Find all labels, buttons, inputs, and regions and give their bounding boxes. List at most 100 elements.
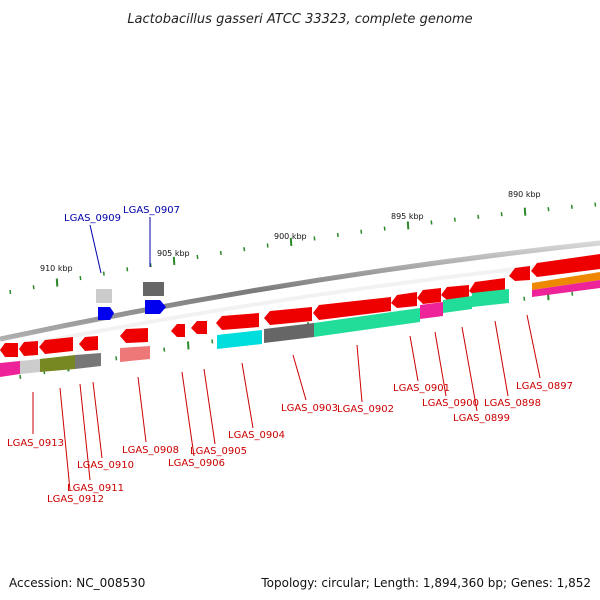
leader-lgas-0897 (526, 314, 541, 379)
gene-label-lgas-0908[interactable]: LGAS_0908 (122, 445, 179, 456)
outer-tick (406, 221, 410, 230)
outer-tick (570, 204, 573, 209)
leader-lgas-0900 (434, 331, 447, 397)
gene-lgas-0906-arrow[interactable] (171, 324, 185, 337)
leader-lgas-0906 (181, 371, 195, 457)
gene-leader-lines (32, 217, 541, 491)
gene-lgas-0910-arrow[interactable] (79, 336, 98, 351)
gene-label-lgas-0905[interactable]: LGAS_0905 (190, 446, 247, 457)
gene-lgas-0909-box[interactable] (96, 289, 112, 303)
feature-magenta-left[interactable] (0, 361, 20, 377)
inner-tick (523, 296, 526, 301)
kbp-label-910: 910 kbp (40, 264, 73, 273)
gene-lgas-0904-arrow[interactable] (216, 313, 259, 330)
kbp-label-900: 900 kbp (274, 232, 307, 241)
gene-label-lgas-0898[interactable]: LGAS_0898 (484, 398, 541, 409)
feature-green-right1[interactable] (443, 296, 472, 313)
outer-tick (196, 254, 199, 260)
leader-lgas-0899 (461, 326, 478, 412)
outer-tick (266, 243, 269, 248)
gene-label-lgas-0912[interactable]: LGAS_0912 (47, 494, 104, 505)
outer-tick (594, 202, 597, 207)
outer-tick (9, 289, 12, 295)
outer-tick (243, 247, 246, 252)
gene-lgas-0905-arrow[interactable] (191, 321, 207, 334)
leader-lgas-0898 (494, 320, 509, 397)
gene-lgas-0903-arrow[interactable] (264, 307, 312, 325)
genome-backbone (0, 240, 600, 342)
outer-tick (313, 236, 316, 241)
inner-tick (187, 341, 190, 350)
gene-label-lgas-0904[interactable]: LGAS_0904 (228, 430, 285, 441)
gene-lgas-0896-arrow[interactable] (531, 254, 600, 277)
gene-lgas-0911-arrow[interactable] (39, 337, 73, 354)
gene-lgas-0908-arrow[interactable] (120, 328, 148, 343)
feature-magenta-mid[interactable] (420, 302, 443, 319)
feature-olive[interactable] (40, 355, 75, 372)
outer-tick (523, 207, 527, 216)
outer-tick (360, 229, 363, 234)
genes-lower (0, 254, 600, 357)
kbp-label-895: 895 kbp (391, 212, 424, 221)
inner-tick (19, 374, 22, 379)
kbp-label-890: 890 kbp (508, 190, 541, 199)
gene-label-lgas-0902[interactable]: LGAS_0902 (337, 404, 394, 415)
gene-labels: LGAS_0913 LGAS_0912 LGAS_0911 LGAS_0910 … (7, 205, 573, 505)
feature-cyan[interactable] (217, 330, 262, 349)
leader-lgas-0908 (137, 376, 147, 443)
feature-green-right2[interactable] (472, 289, 509, 307)
outer-tick (79, 275, 82, 281)
leader-lgas-0903 (292, 354, 307, 401)
genes-upper (96, 282, 166, 320)
outer-tick (477, 214, 480, 219)
gene-lgas-0901-arrow[interactable] (391, 292, 417, 308)
gene-lgas-0907-box[interactable] (143, 282, 164, 296)
feature-gray-left[interactable] (75, 353, 101, 369)
feature-green-mid[interactable] (314, 308, 420, 337)
gene-label-lgas-0907[interactable]: LGAS_0907 (123, 205, 180, 216)
kbp-labels: 910 kbp 905 kbp 900 kbp 895 kbp 890 kbp (40, 190, 541, 273)
gene-lgas-0902-arrow[interactable] (313, 297, 391, 320)
leader-lgas-0910 (92, 381, 103, 459)
gene-label-lgas-0913[interactable]: LGAS_0913 (7, 438, 64, 449)
feature-magenta-right[interactable] (532, 280, 600, 297)
leader-lgas-0901 (409, 335, 419, 382)
gene-lgas-0907-arrow[interactable] (145, 300, 166, 314)
leader-lgas-0905 (203, 368, 216, 445)
feature-pink[interactable] (120, 346, 150, 362)
outer-tick (336, 232, 339, 238)
feature-gray-mid[interactable] (264, 323, 314, 343)
outer-tick (383, 226, 386, 231)
outer-tick (547, 207, 550, 212)
gene-label-lgas-0900[interactable]: LGAS_0900 (422, 398, 479, 409)
gene-label-lgas-0910[interactable]: LGAS_0910 (77, 460, 134, 471)
outer-tick (430, 220, 433, 225)
gene-label-lgas-0909[interactable]: LGAS_0909 (64, 213, 121, 224)
inner-tick (163, 347, 166, 352)
inner-tick (571, 291, 574, 296)
outer-tick (500, 212, 503, 217)
gene-lgas-0909-arrow[interactable] (98, 307, 114, 320)
outer-tick (102, 271, 105, 276)
inner-tick (211, 339, 214, 344)
gene-lgas-0900-arrow[interactable] (417, 288, 441, 304)
gene-label-lgas-0901[interactable]: LGAS_0901 (393, 383, 450, 394)
gene-lgas-0913-arrow[interactable] (0, 343, 18, 357)
gene-lgas-0912-arrow[interactable] (19, 341, 38, 356)
feature-orange[interactable] (532, 272, 600, 290)
gene-label-lgas-0911[interactable]: LGAS_0911 (67, 483, 124, 494)
gene-label-lgas-0906[interactable]: LGAS_0906 (168, 458, 225, 469)
feature-boxes (0, 272, 600, 377)
footer-accession: Accession: NC_008530 (9, 576, 145, 590)
gene-label-lgas-0899[interactable]: LGAS_0899 (453, 413, 510, 424)
gene-lgas-0897-arrow[interactable] (509, 266, 530, 281)
leader-lgas-0911 (79, 383, 91, 481)
outer-tick (172, 256, 176, 266)
gene-label-lgas-0903[interactable]: LGAS_0903 (281, 403, 338, 414)
leader-lgas-0904 (241, 362, 254, 429)
leader-lgas-0912 (59, 387, 71, 491)
gene-label-lgas-0897[interactable]: LGAS_0897 (516, 381, 573, 392)
gene-lgas-0899-arrow[interactable] (441, 285, 469, 300)
feature-lightgray-left[interactable] (20, 359, 40, 374)
